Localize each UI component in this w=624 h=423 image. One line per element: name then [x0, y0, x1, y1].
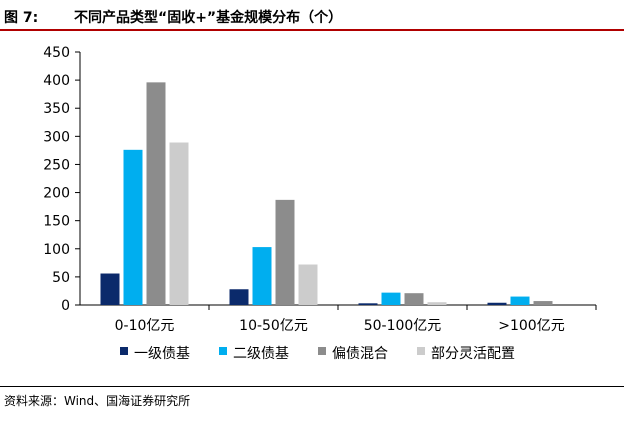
bar-1-4	[487, 302, 507, 305]
bar-3-3	[404, 293, 424, 305]
bar-1-2	[229, 289, 249, 305]
legend-label-3: 偏债混合	[332, 346, 388, 362]
x-tick-label: 10-50亿元	[239, 318, 308, 334]
legend-swatch-1	[120, 347, 128, 355]
chart-title: 不同产品类型“固收+”基金规模分布（个）	[74, 10, 343, 26]
y-tick-label: 450	[43, 45, 70, 61]
bar-2-2	[252, 247, 272, 305]
bar-3-4	[533, 301, 553, 305]
bar-2-1	[123, 149, 143, 305]
bar-4-2	[298, 264, 318, 305]
x-tick-label: 0-10亿元	[115, 318, 175, 334]
y-tick-label: 400	[43, 73, 70, 89]
figure-header: 图 7: 不同产品类型“固收+”基金规模分布（个）	[0, 0, 624, 31]
x-tick-label: >100亿元	[498, 318, 564, 334]
y-tick-label: 100	[43, 242, 70, 258]
title-divider	[0, 29, 624, 31]
y-tick-label: 50	[52, 270, 70, 286]
y-tick-label: 0	[61, 298, 70, 314]
y-tick-label: 350	[43, 101, 70, 117]
figure-label: 图 7:	[4, 10, 39, 26]
bar-3-1	[146, 82, 166, 305]
source-note: 资料来源：Wind、国海证券研究所	[4, 394, 191, 408]
y-tick-label: 300	[43, 129, 70, 145]
legend-swatch-4	[417, 347, 425, 355]
legend-label-1: 一级债基	[134, 345, 190, 362]
legend-label-4: 部分灵活配置	[431, 346, 515, 362]
bar-3-2	[275, 199, 295, 305]
bar-2-4	[510, 296, 530, 305]
x-tick-label: 50-100亿元	[364, 318, 442, 334]
bar-4-3	[427, 302, 447, 305]
legend-swatch-2	[219, 347, 227, 355]
footer-divider	[0, 386, 624, 387]
bar-1-1	[100, 273, 120, 305]
y-tick-label: 250	[43, 157, 70, 173]
legend-label-2: 二级债基	[233, 345, 289, 362]
y-tick-label: 200	[43, 186, 70, 202]
bar-4-1	[169, 142, 189, 305]
bar-chart: 0 50 100 150 200 250 300 350 400 450 0-10亿元 10-50亿元…	[43, 45, 597, 362]
legend-swatch-3	[318, 347, 326, 355]
bar-1-3	[358, 303, 378, 305]
y-tick-label: 150	[43, 214, 70, 230]
bar-2-3	[381, 292, 401, 305]
